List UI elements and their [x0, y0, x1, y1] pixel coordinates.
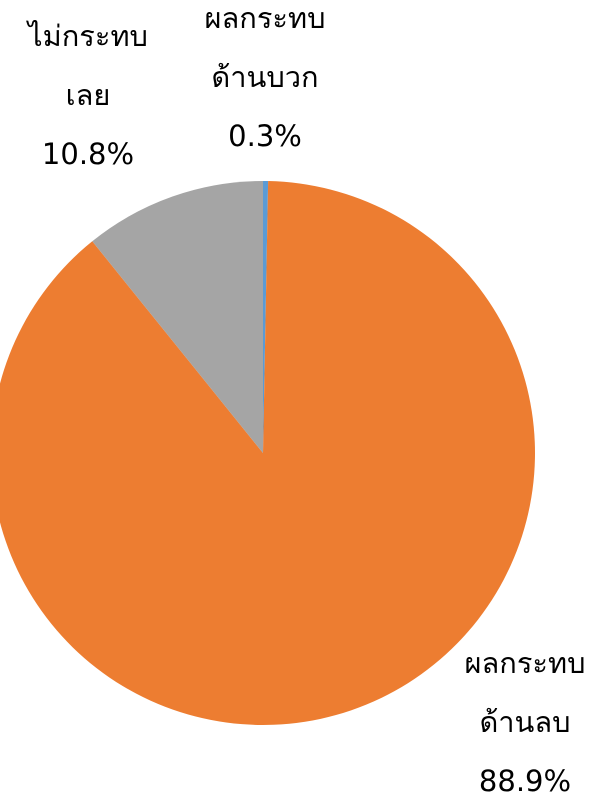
- pie-slice: [0, 181, 535, 725]
- slice-label: ด้านบวก: [211, 60, 318, 94]
- pie-slice: [263, 181, 269, 453]
- pie-slice: [92, 181, 264, 453]
- value-label: 88.9%: [479, 764, 571, 798]
- slice-label: เลย: [66, 78, 111, 112]
- value-label: 0.3%: [228, 119, 302, 153]
- slice-label: ด้านลบ: [479, 705, 570, 739]
- slice-label: ผลกระทบ: [205, 1, 326, 35]
- slice-label: ผลกระทบ: [465, 646, 586, 680]
- value-label: 10.8%: [42, 137, 134, 171]
- slice-label: ไม่กระทบ: [26, 19, 148, 53]
